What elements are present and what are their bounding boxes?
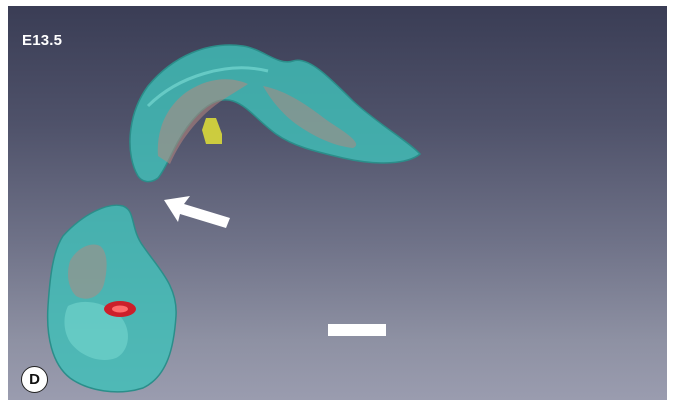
arrow-icon [164, 196, 230, 228]
reconstruction-scene [46, 44, 422, 393]
upper-tissue-structure [129, 44, 422, 183]
lower-tissue-structure [46, 204, 177, 393]
figure-panel: E13.5 D [8, 6, 667, 400]
yellow-structure [202, 118, 222, 144]
stage-label: E13.5 [22, 32, 63, 49]
scale-bar [328, 324, 386, 336]
panel-letter: D [21, 366, 48, 393]
